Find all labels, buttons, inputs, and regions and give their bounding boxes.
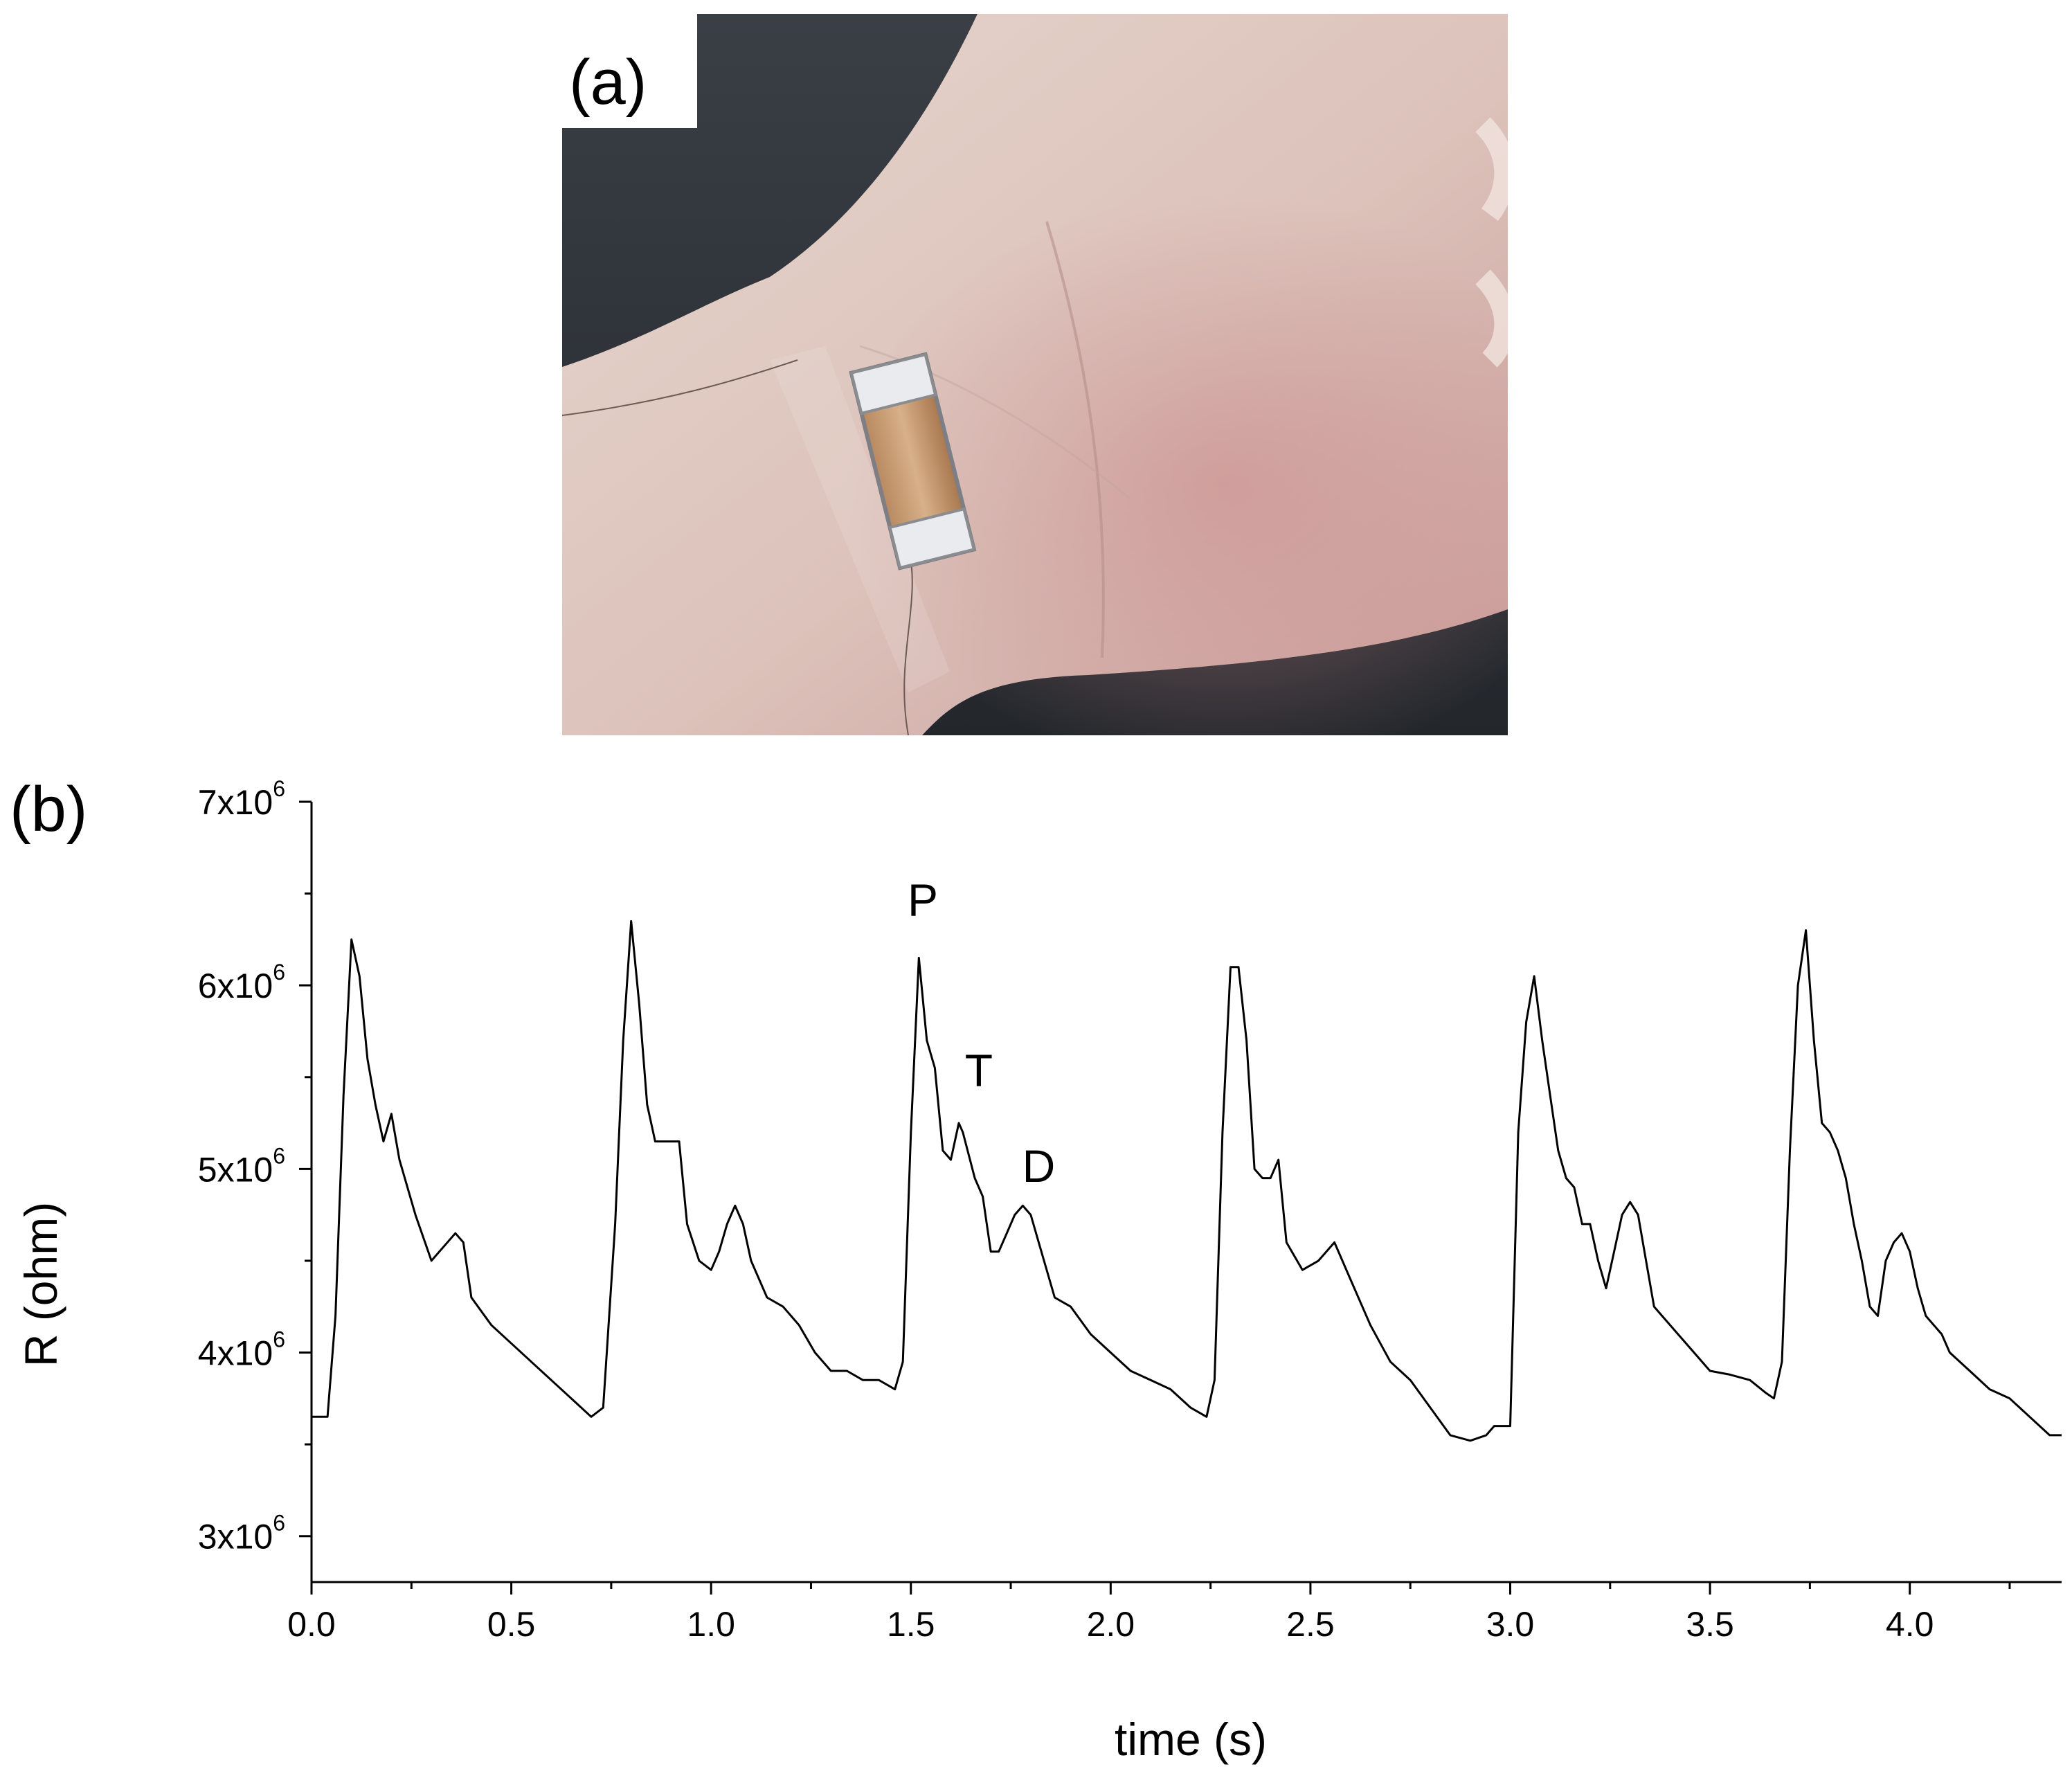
x-axis-title: time (s) (1115, 1714, 1267, 1765)
annotation-p: P (908, 874, 938, 925)
x-tick-label: 3.0 (1486, 1605, 1535, 1644)
panel-a-label: (a) (569, 47, 647, 118)
y-tick-label: 7x106 (198, 776, 285, 822)
wrist-photo: (a) (562, 14, 1508, 735)
skin-redness (562, 14, 1508, 735)
y-tick-label: 3x106 (198, 1511, 285, 1556)
wrist-crease (859, 345, 1130, 500)
x-tick-label: 2.0 (1087, 1605, 1135, 1644)
strain-sensor (849, 352, 977, 571)
plot-area (312, 919, 2062, 1442)
x-axis: 0.0 0.5 1.0 1.5 2.0 2.5 3.0 3.5 4.0 (287, 1581, 2062, 1644)
fingertip-edge (1475, 117, 1508, 221)
y-axis-title: R (ohm) (15, 1202, 66, 1367)
fingertip-edge-2 (1475, 269, 1508, 368)
annotation-t: T (965, 1045, 993, 1096)
panel-a-label-box (562, 14, 697, 128)
x-tick-label: 0.0 (287, 1605, 336, 1644)
y-tick-label: 4x106 (198, 1327, 285, 1373)
y-axis: 3x106 4x106 5x106 6x106 7x106 (198, 776, 313, 1582)
annotations: P TD (908, 874, 1055, 1192)
x-tick-label: 0.5 (487, 1605, 536, 1644)
panel-b-label: (b) (10, 774, 87, 845)
y-tick-label: 5x106 (198, 1143, 285, 1189)
palm-crease (1045, 221, 1105, 658)
sensor-electrode-top (849, 352, 937, 415)
sensor-wire (562, 359, 798, 416)
tape-film (770, 346, 950, 692)
sensor-wire-2 (903, 546, 913, 735)
series-line (312, 919, 2062, 1442)
annotation-d: D (1023, 1140, 1056, 1192)
x-tick-label: 2.5 (1286, 1605, 1335, 1644)
resistance-chart: (b) 3x106 4x106 5x106 6x106 7x106 0.0 0.5 1.0 1… (10, 774, 2062, 1765)
x-tick-label: 4.0 (1886, 1605, 1934, 1644)
x-tick-label: 1.0 (687, 1605, 735, 1644)
x-tick-label: 3.5 (1686, 1605, 1734, 1644)
sensor-electrode-bottom (888, 507, 976, 570)
y-tick-label: 6x106 (198, 960, 285, 1005)
x-tick-label: 1.5 (887, 1605, 935, 1644)
